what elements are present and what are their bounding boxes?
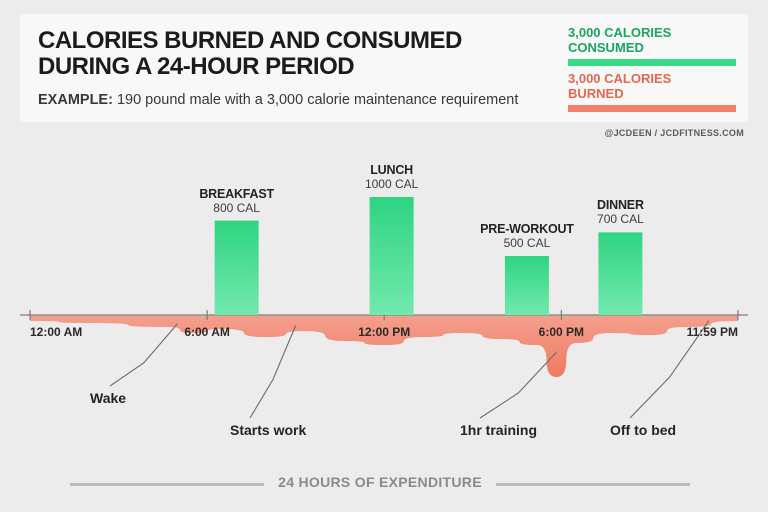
axis-tick-label: 6:00 PM — [539, 325, 584, 339]
legend-burned: 3,000 CALORIESBURNED — [568, 72, 734, 112]
meal-cal: 500 CAL — [480, 236, 574, 250]
subtitle: EXAMPLE: 190 pound male with a 3,000 cal… — [38, 91, 550, 111]
meal-cal: 700 CAL — [597, 212, 644, 226]
page-title: CALORIES BURNED AND CONSUMED DURING A 24… — [38, 28, 550, 81]
legend: 3,000 CALORIESCONSUMED 3,000 CALORIESBUR… — [568, 14, 748, 122]
meal-label: PRE-WORKOUT500 CAL — [480, 222, 574, 250]
footer-rule: 24 HOURS OF EXPENDITURE — [70, 474, 690, 492]
legend-consumed: 3,000 CALORIESCONSUMED — [568, 26, 734, 66]
header-panel: CALORIES BURNED AND CONSUMED DURING A 24… — [20, 14, 748, 122]
example-label: EXAMPLE: — [38, 92, 113, 108]
axis-tick-label: 6:00 AM — [184, 325, 230, 339]
meal-label: BREAKFAST800 CAL — [199, 187, 274, 215]
title-line2: DURING A 24-HOUR PERIOD — [38, 53, 354, 80]
axis-tick-label: 12:00 PM — [358, 325, 410, 339]
header-left: CALORIES BURNED AND CONSUMED DURING A 24… — [20, 14, 568, 122]
meal-name: LUNCH — [365, 163, 418, 177]
title-line1: CALORIES BURNED AND CONSUMED — [38, 27, 462, 54]
event-label: 1hr training — [460, 422, 537, 438]
meal-name: PRE-WORKOUT — [480, 222, 574, 236]
legend-consumed-text: 3,000 CALORIESCONSUMED — [568, 26, 734, 56]
legend-burned-text: 3,000 CALORIESBURNED — [568, 72, 734, 102]
meal-cal: 1000 CAL — [365, 177, 418, 191]
meal-name: DINNER — [597, 198, 644, 212]
meal-label: LUNCH1000 CAL — [365, 163, 418, 191]
footer-label: 24 HOURS OF EXPENDITURE — [264, 474, 496, 490]
meal-label: DINNER700 CAL — [597, 198, 644, 226]
event-label: Off to bed — [610, 422, 676, 438]
meal-cal: 800 CAL — [199, 201, 274, 215]
axis-tick-label: 12:00 AM — [30, 325, 82, 339]
chart-area: 12:00 AM 6:00 AM 12:00 PM 6:00 PM 11:59 PM BR… — [20, 150, 748, 470]
attribution: @JCDEEN / JCDFITNESS.COM — [605, 128, 745, 138]
example-text: 190 pound male with a 3,000 calorie main… — [113, 92, 518, 108]
legend-consumed-bar — [568, 59, 736, 66]
axis-tick-label: 11:59 PM — [687, 325, 738, 339]
meal-name: BREAKFAST — [199, 187, 274, 201]
event-label: Wake — [90, 390, 126, 406]
legend-burned-bar — [568, 105, 736, 112]
event-label: Starts work — [230, 422, 306, 438]
